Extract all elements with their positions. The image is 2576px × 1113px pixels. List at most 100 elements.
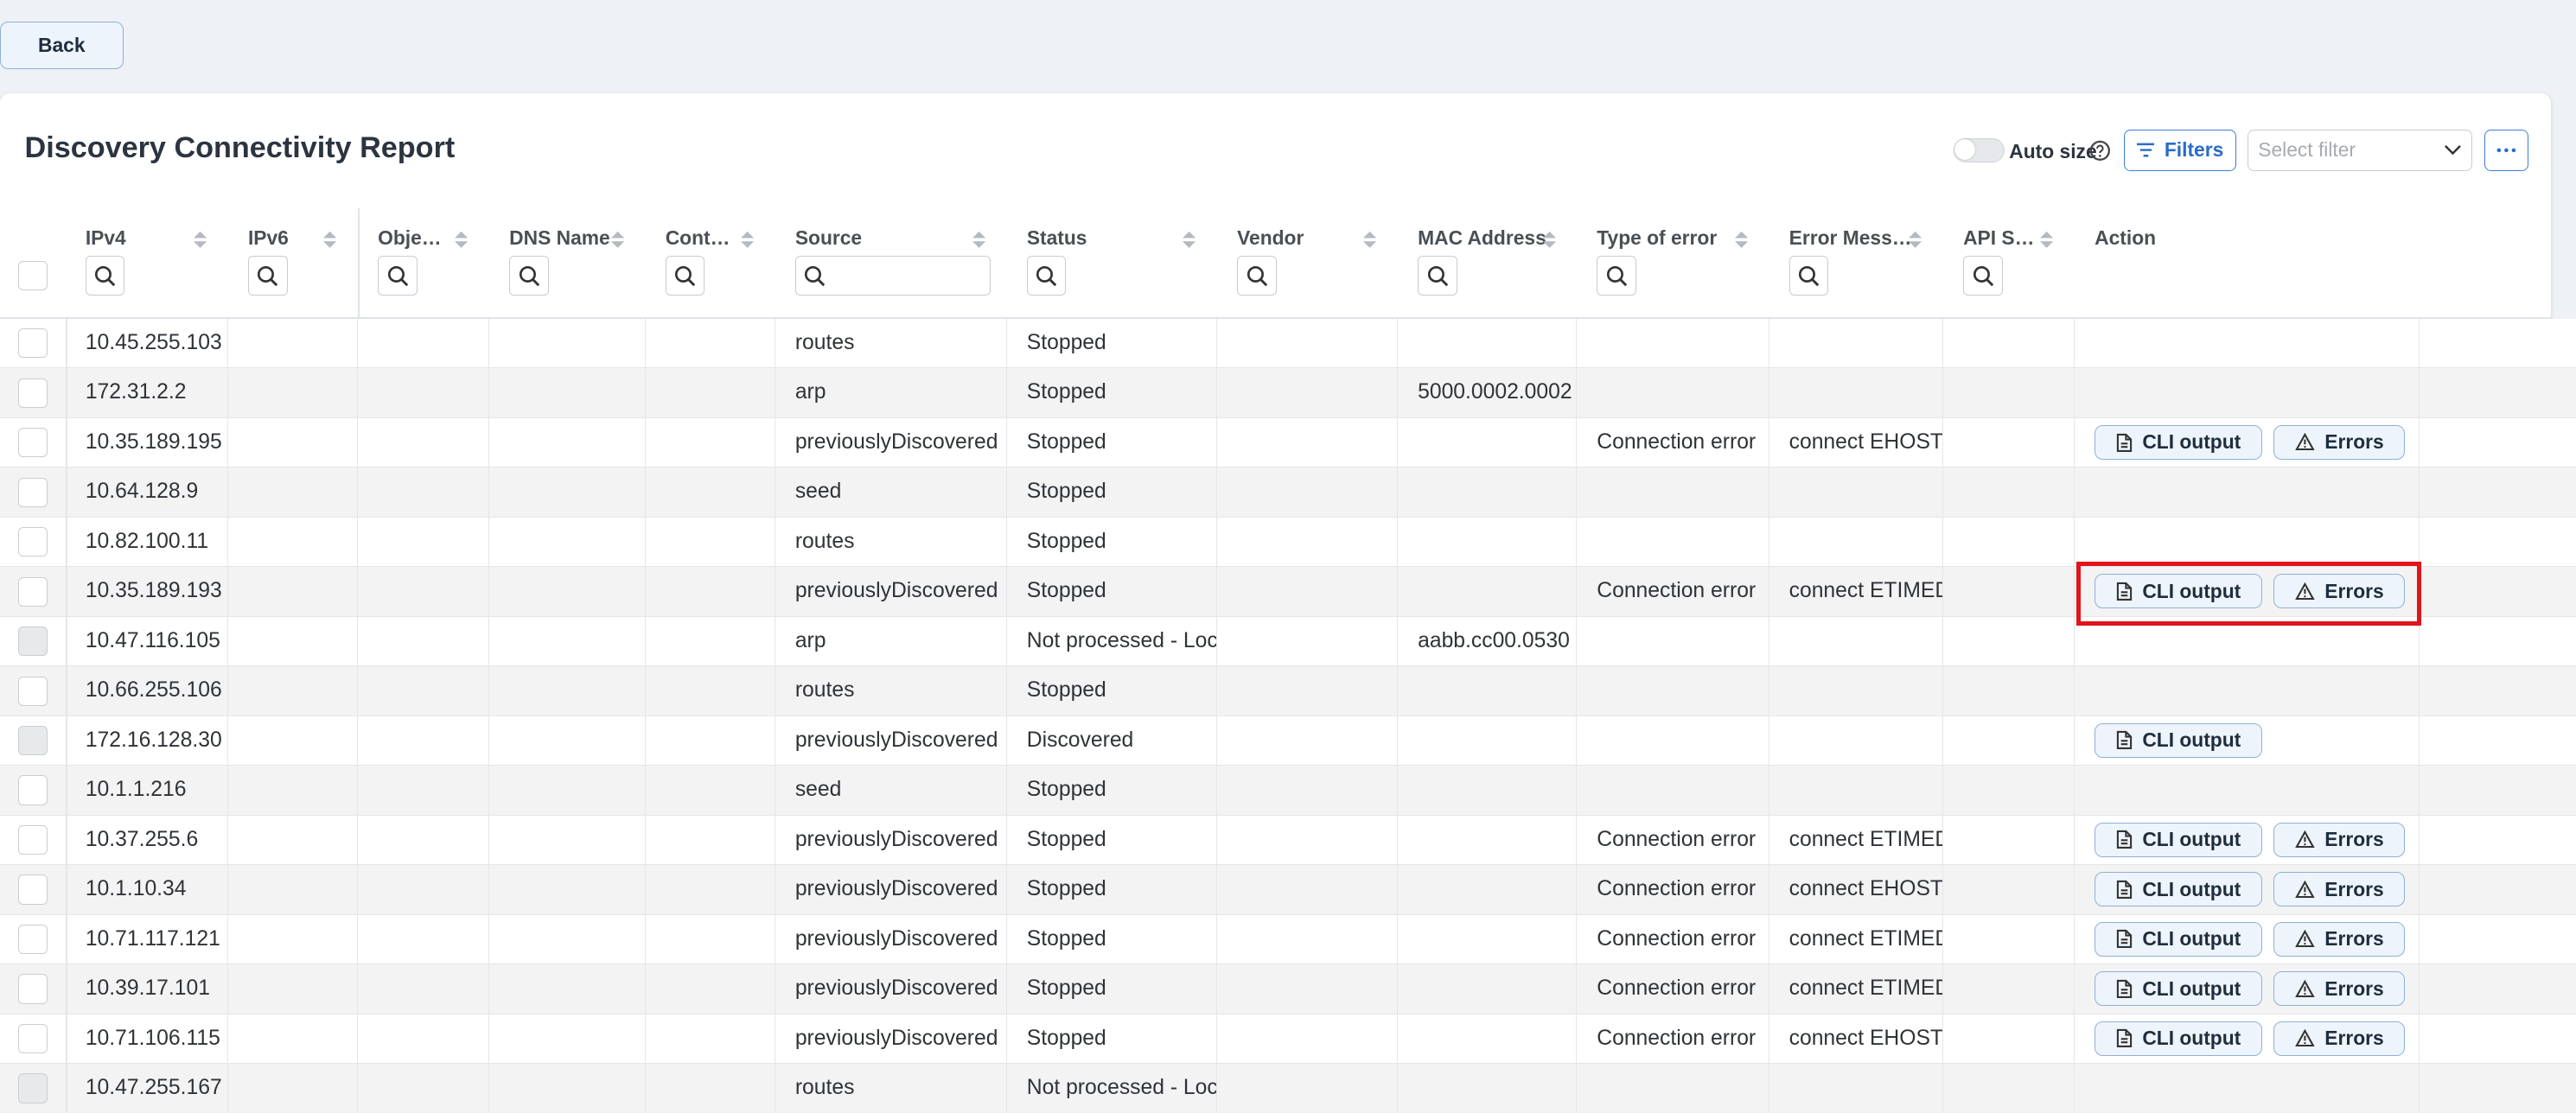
action-button[interactable]: Errors: [2273, 574, 2406, 609]
row-checkbox[interactable]: [17, 974, 48, 1004]
sort-icon[interactable]: [323, 226, 337, 257]
row-checkbox[interactable]: [17, 477, 48, 507]
row-checkbox[interactable]: [17, 576, 48, 607]
sort-icon[interactable]: [1183, 226, 1196, 257]
cell-text: seed: [794, 778, 842, 802]
cell-text: Stopped: [1026, 976, 1106, 1001]
table-cell: [228, 616, 359, 666]
select-filter[interactable]: Select filter: [2247, 130, 2473, 171]
action-button[interactable]: CLI output: [2095, 971, 2263, 1007]
table-row: 10.71.117.121 previouslyDiscovered Stopped…: [0, 914, 2576, 965]
help-icon[interactable]: [2089, 140, 2111, 162]
row-checkbox[interactable]: [17, 824, 48, 855]
row-checkbox[interactable]: [17, 874, 48, 905]
search-box[interactable]: [1789, 256, 1829, 296]
column-header: Vendor: [1237, 226, 1304, 250]
search-box[interactable]: [665, 256, 705, 296]
table-cell: [1217, 368, 1399, 417]
action-button[interactable]: CLI output: [2095, 574, 2263, 609]
table-cell: [358, 368, 490, 417]
table-cell: [1769, 1064, 1944, 1112]
action-button[interactable]: CLI output: [2095, 1021, 2263, 1056]
row-checkbox[interactable]: [17, 378, 48, 408]
table-cell: [1398, 318, 1578, 368]
table-cell: Stopped: [1007, 517, 1218, 567]
sort-icon[interactable]: [1542, 226, 1556, 257]
table-cell: previouslyDiscovered: [775, 865, 1007, 914]
row-checkbox[interactable]: [17, 676, 48, 706]
sort-icon[interactable]: [194, 226, 207, 257]
table-cell: Not processed - Local: [1007, 1064, 1218, 1112]
row-checkbox[interactable]: [17, 1023, 48, 1054]
table-cell: [1217, 417, 1399, 467]
action-button[interactable]: Errors: [2273, 971, 2406, 1007]
table-cell: [1398, 865, 1578, 914]
search-box[interactable]: [1963, 256, 2003, 296]
action-button[interactable]: CLI output: [2095, 921, 2263, 957]
table-cell: 10.47.255.167: [66, 1064, 229, 1112]
row-checkbox[interactable]: [17, 775, 48, 805]
action-button[interactable]: Errors: [2273, 1021, 2406, 1056]
sort-icon[interactable]: [455, 226, 469, 257]
action-cell: [2075, 318, 2420, 368]
select-all-checkbox[interactable]: [17, 261, 48, 291]
action-button[interactable]: Errors: [2273, 872, 2406, 907]
table-cell: 10.39.17.101: [66, 964, 229, 1014]
sort-icon[interactable]: [972, 226, 986, 257]
row-checkbox[interactable]: [17, 924, 48, 955]
action-label: CLI output: [2142, 430, 2241, 454]
action-button[interactable]: CLI output: [2095, 424, 2263, 460]
back-button[interactable]: Back: [0, 21, 124, 69]
table-cell: [1769, 616, 1944, 666]
search-box[interactable]: [378, 256, 418, 296]
cell-text: 10.37.255.6: [85, 827, 199, 851]
search-box[interactable]: [509, 256, 549, 296]
sort-icon[interactable]: [2040, 226, 2054, 257]
sort-icon[interactable]: [741, 226, 755, 257]
table-cell: [1217, 467, 1399, 517]
action-button[interactable]: CLI output: [2095, 822, 2263, 857]
action-button[interactable]: CLI output: [2095, 722, 2263, 758]
search-box[interactable]: [1237, 256, 1277, 296]
sort-icon[interactable]: [1363, 226, 1377, 257]
table-cell: [1398, 914, 1578, 964]
row-checkbox[interactable]: [17, 527, 48, 557]
table-cell: [646, 914, 776, 964]
table-cell: Connection error: [1577, 914, 1769, 964]
table-cell: [1398, 766, 1578, 815]
cell-border: [66, 368, 67, 417]
table-cell: [489, 1064, 646, 1112]
more-button[interactable]: [2484, 130, 2528, 171]
table-cell: [358, 766, 490, 815]
action-cell: CLI output Errors: [2075, 815, 2420, 865]
cell-text: previouslyDiscovered: [794, 877, 998, 901]
table-cell: [358, 567, 490, 616]
sort-icon[interactable]: [1734, 226, 1749, 257]
row-checkbox[interactable]: [17, 428, 48, 458]
search-box[interactable]: [1597, 256, 1636, 296]
search-box[interactable]: [794, 256, 991, 296]
table-cell: [1769, 318, 1944, 368]
search-box[interactable]: [247, 256, 288, 296]
action-button[interactable]: Errors: [2273, 921, 2406, 957]
table-cell: [358, 517, 490, 567]
cell-text: Stopped: [1026, 877, 1106, 901]
table-cell: [489, 517, 646, 567]
row-checkbox[interactable]: [17, 328, 48, 359]
toggle[interactable]: [1953, 137, 2005, 163]
action-button[interactable]: Errors: [2273, 822, 2406, 857]
table-cell: [489, 666, 646, 716]
cell-text: previouslyDiscovered: [794, 926, 998, 951]
search-box[interactable]: [1418, 256, 1457, 296]
search-box[interactable]: [1026, 256, 1067, 296]
action-button[interactable]: CLI output: [2095, 872, 2263, 907]
action-button[interactable]: Errors: [2273, 424, 2406, 460]
search-box[interactable]: [85, 256, 125, 296]
table-row: 172.31.2.2 arp Stopped 5000.0002.0002: [0, 368, 2576, 418]
cell-text: seed: [794, 480, 842, 504]
cell-text: Stopped: [1026, 926, 1106, 951]
table-cell: [1217, 914, 1399, 964]
sort-icon[interactable]: [1909, 226, 1922, 257]
sort-icon[interactable]: [610, 226, 625, 257]
filters-button[interactable]: Filters: [2124, 130, 2236, 171]
